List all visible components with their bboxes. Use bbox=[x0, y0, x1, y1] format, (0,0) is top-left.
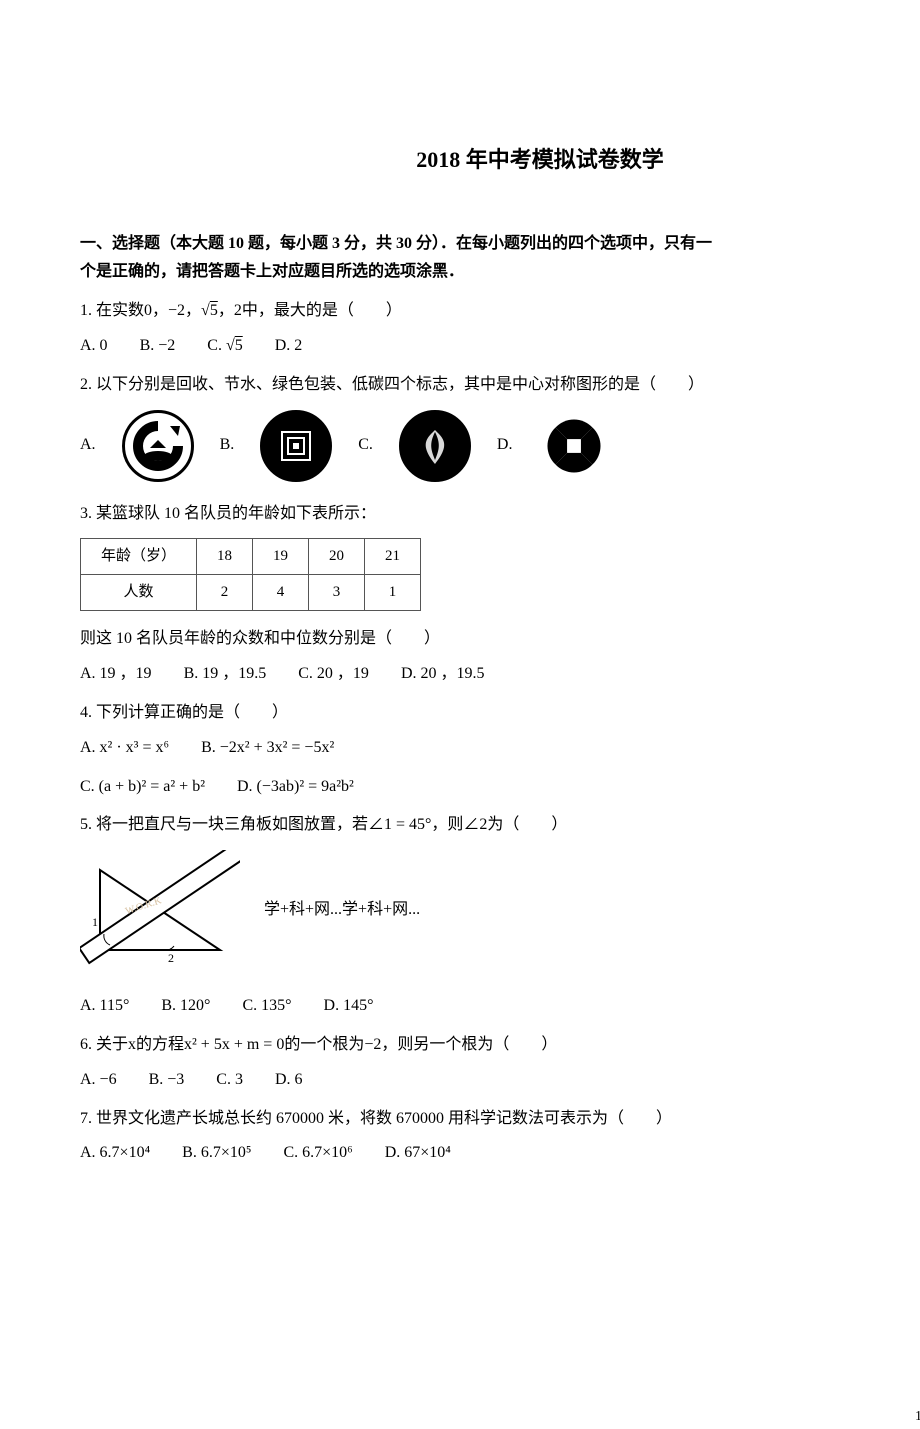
q3-option-d: D. 20 ，19.5 bbox=[401, 660, 485, 689]
q3-th-2: 19 bbox=[253, 539, 309, 575]
q3-td-3: 3 bbox=[309, 575, 365, 611]
section-header-line1: 一、选择题（本大题 10 题，每小题 3 分，共 30 分）．在每小题列出的四个… bbox=[80, 235, 712, 252]
q5-figure-row: 1 2 W.O.R.K 学+科+网...学+科+网... bbox=[80, 850, 920, 970]
q4-option-b: B. −2x² + 3x² = −5x² bbox=[201, 734, 334, 763]
q6-option-b: B. −3 bbox=[149, 1066, 185, 1095]
q3-th-3: 20 bbox=[309, 539, 365, 575]
recycling-logo-icon bbox=[122, 410, 194, 482]
q5-options: A. 115° B. 120° C. 135° D. 145° bbox=[80, 992, 920, 1021]
q6-option-c: C. 3 bbox=[216, 1066, 243, 1095]
green-packaging-logo-icon bbox=[399, 410, 471, 482]
q1-option-a: A. 0 bbox=[80, 332, 108, 361]
q1-text-pre: 1. 在实数0，−2， bbox=[80, 302, 201, 319]
question-1: 1. 在实数0，−2，√5，2中，最大的是（ ） bbox=[80, 297, 920, 326]
q4-option-a: A. x² · x³ = x⁶ bbox=[80, 734, 169, 763]
q1-optc-sqrt: 5 bbox=[235, 337, 243, 354]
q3-td-0: 人数 bbox=[81, 575, 197, 611]
q5-option-b: B. 120° bbox=[161, 992, 210, 1021]
q1-text-post: ，2中，最大的是（ ） bbox=[218, 302, 402, 319]
q7-option-b: B. 6.7×10⁵ bbox=[182, 1139, 251, 1168]
q3-td-1: 2 bbox=[197, 575, 253, 611]
svg-text:2: 2 bbox=[168, 951, 174, 965]
q6-options: A. −6 B. −3 C. 3 D. 6 bbox=[80, 1066, 920, 1095]
table-row: 人数 2 4 3 1 bbox=[81, 575, 421, 611]
question-3: 3. 某篮球队 10 名队员的年龄如下表所示： bbox=[80, 500, 920, 529]
q1-option-b: B. −2 bbox=[140, 332, 176, 361]
q1-option-d: D. 2 bbox=[275, 332, 303, 361]
q4-option-d: D. (−3ab)² = 9a²b² bbox=[237, 773, 354, 802]
q1-options: A. 0 B. −2 C. √5 D. 2 bbox=[80, 332, 920, 361]
q7-option-d: D. 67×10⁴ bbox=[385, 1139, 451, 1168]
q3-th-4: 21 bbox=[365, 539, 421, 575]
page-title: 2018 年中考模拟试卷数学 bbox=[80, 140, 920, 180]
q1-optc-pre: C. bbox=[207, 337, 226, 354]
q3-th-0: 年龄（岁） bbox=[81, 539, 197, 575]
question-6: 6. 关于x的方程x² + 5x + m = 0的一个根为−2，则另一个根为（ … bbox=[80, 1031, 920, 1060]
q3-td-4: 1 bbox=[365, 575, 421, 611]
section-header-line2: 个是正确的，请把答题卡上对应题目所选的选项涂黑． bbox=[80, 263, 464, 280]
water-saving-logo-icon bbox=[260, 410, 332, 482]
q3-table: 年龄（岁） 18 19 20 21 人数 2 4 3 1 bbox=[80, 538, 421, 611]
q6-option-a: A. −6 bbox=[80, 1066, 117, 1095]
q5-option-a: A. 115° bbox=[80, 992, 129, 1021]
q2-label-d: D. bbox=[497, 431, 513, 460]
q3-options: A. 19 ，19 B. 19 ，19.5 C. 20 ，19 D. 20 ，1… bbox=[80, 660, 920, 689]
q3-followup: 则这 10 名队员年龄的众数和中位数分别是（ ） bbox=[80, 625, 920, 654]
section-header: 一、选择题（本大题 10 题，每小题 3 分，共 30 分）．在每小题列出的四个… bbox=[80, 230, 920, 288]
q4-options-1: A. x² · x³ = x⁶ B. −2x² + 3x² = −5x² bbox=[80, 734, 920, 763]
q4-option-c: C. (a + b)² = a² + b² bbox=[80, 773, 205, 802]
q5-option-c: C. 135° bbox=[242, 992, 291, 1021]
q7-option-a: A. 6.7×10⁴ bbox=[80, 1139, 150, 1168]
q5-watermark-text: 学+科+网...学+科+网... bbox=[264, 896, 420, 925]
q3-option-c: C. 20 ，19 bbox=[298, 660, 369, 689]
q1-sqrt: 5 bbox=[210, 302, 218, 319]
question-4: 4. 下列计算正确的是（ ） bbox=[80, 699, 920, 728]
q1-option-c: C. √5 bbox=[207, 332, 242, 361]
q3-option-b: B. 19 ，19.5 bbox=[184, 660, 267, 689]
q3-td-2: 4 bbox=[253, 575, 309, 611]
question-5: 5. 将一把直尺与一块三角板如图放置，若∠1 = 45°，则∠2为（ ） bbox=[80, 811, 920, 840]
q3-option-a: A. 19 ，19 bbox=[80, 660, 152, 689]
q6-option-d: D. 6 bbox=[275, 1066, 303, 1095]
svg-text:1: 1 bbox=[92, 915, 98, 929]
question-2: 2. 以下分别是回收、节水、绿色包装、低碳四个标志，其中是中心对称图形的是（ ） bbox=[80, 371, 920, 400]
q4-options-2: C. (a + b)² = a² + b² D. (−3ab)² = 9a²b² bbox=[80, 773, 920, 802]
page-number: 1 bbox=[915, 1404, 920, 1429]
q7-option-c: C. 6.7×10⁶ bbox=[283, 1139, 352, 1168]
q2-label-a: A. bbox=[80, 431, 96, 460]
q5-option-d: D. 145° bbox=[324, 992, 374, 1021]
question-7: 7. 世界文化遗产长城总长约 670000 米，将数 670000 用科学记数法… bbox=[80, 1105, 920, 1134]
q2-logos-row: A. B. C. D. bbox=[80, 410, 920, 482]
q3-th-1: 18 bbox=[197, 539, 253, 575]
low-carbon-logo-icon bbox=[538, 410, 610, 482]
table-row: 年龄（岁） 18 19 20 21 bbox=[81, 539, 421, 575]
q2-label-c: C. bbox=[358, 431, 373, 460]
q7-options: A. 6.7×10⁴ B. 6.7×10⁵ C. 6.7×10⁶ D. 67×1… bbox=[80, 1139, 920, 1168]
q2-label-b: B. bbox=[220, 431, 235, 460]
ruler-triangle-figure-icon: 1 2 W.O.R.K bbox=[80, 850, 240, 970]
